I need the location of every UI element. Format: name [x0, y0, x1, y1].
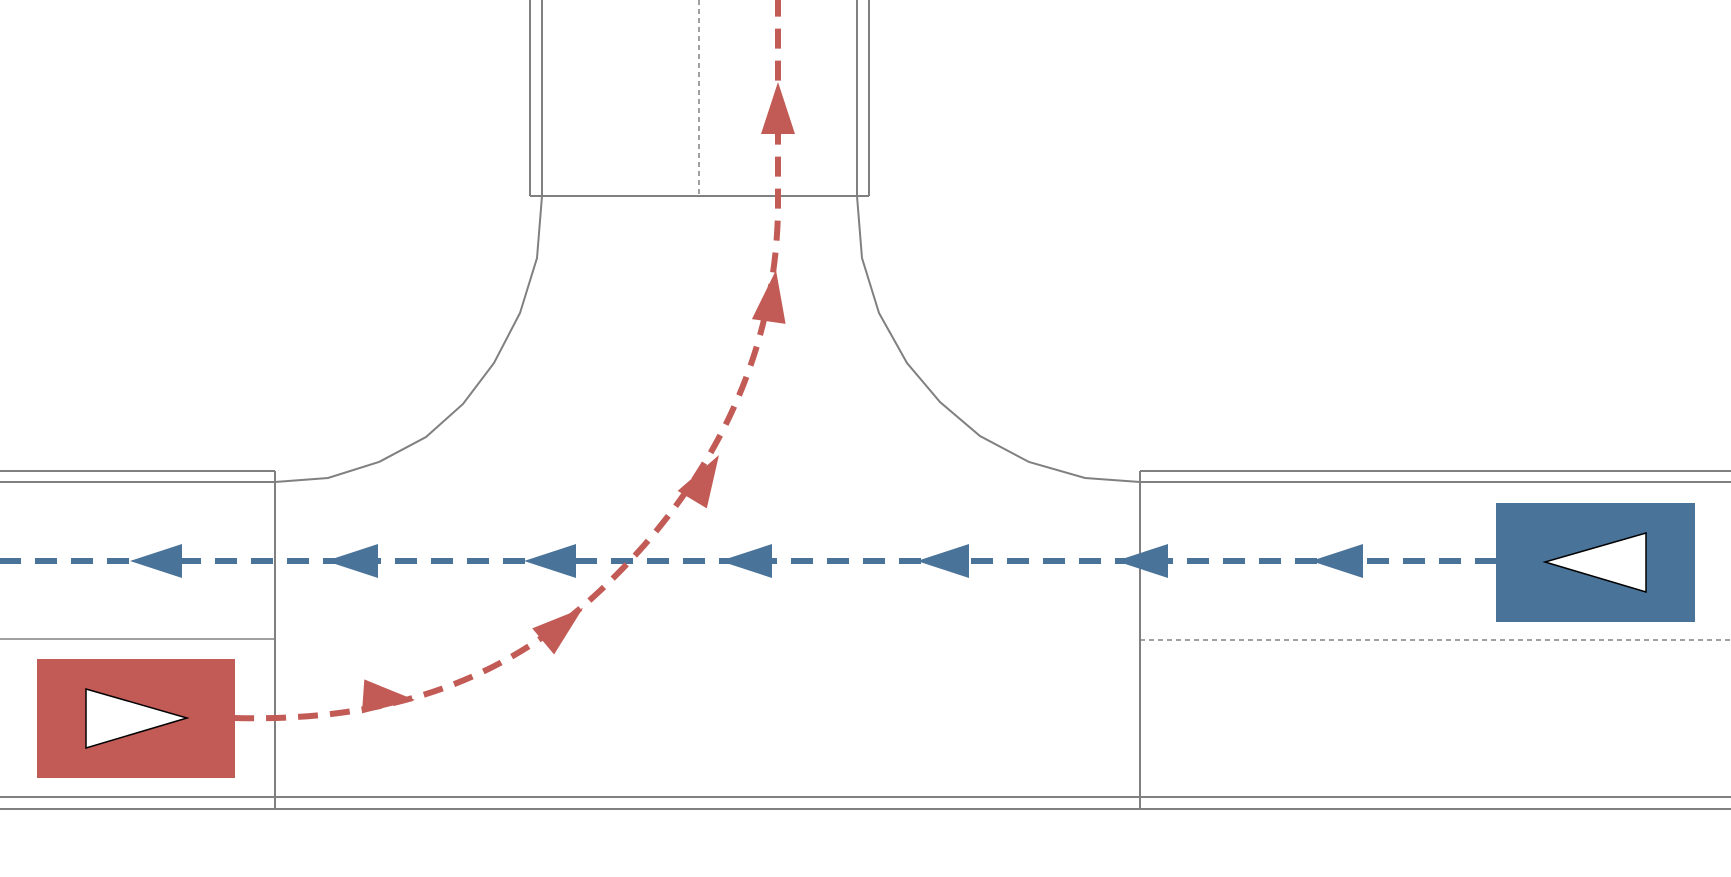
triangle-icon [85, 688, 190, 750]
arrowhead-icon [677, 455, 719, 509]
road-network [0, 0, 1731, 810]
north-road-arm [529, 0, 870, 197]
arrowhead-icon [720, 544, 772, 578]
south-road-edge [0, 796, 1731, 810]
ego-path [233, 0, 795, 722]
arrowhead-icon [751, 270, 786, 324]
arrowhead-icon [532, 608, 583, 655]
arrowhead-icon [1116, 544, 1168, 578]
arrowhead-icon [326, 544, 378, 578]
arrowhead-icon [130, 544, 182, 578]
arrowhead-icon [917, 544, 969, 578]
oncoming-path [0, 544, 1497, 578]
arrowhead-icon [524, 544, 576, 578]
triangle-icon [1542, 532, 1647, 594]
arrowhead-icon [361, 679, 415, 714]
east-road-arm [1139, 470, 1731, 810]
northwest-curb [274, 195, 543, 483]
northeast-curb [856, 195, 1141, 483]
arrowhead-icon [761, 82, 795, 134]
ego-path-line [233, 0, 781, 722]
oncoming-vehicle [1496, 503, 1695, 622]
west-road-arm [0, 470, 276, 810]
ego-vehicle [37, 659, 235, 778]
arrowhead-icon [1311, 544, 1363, 578]
